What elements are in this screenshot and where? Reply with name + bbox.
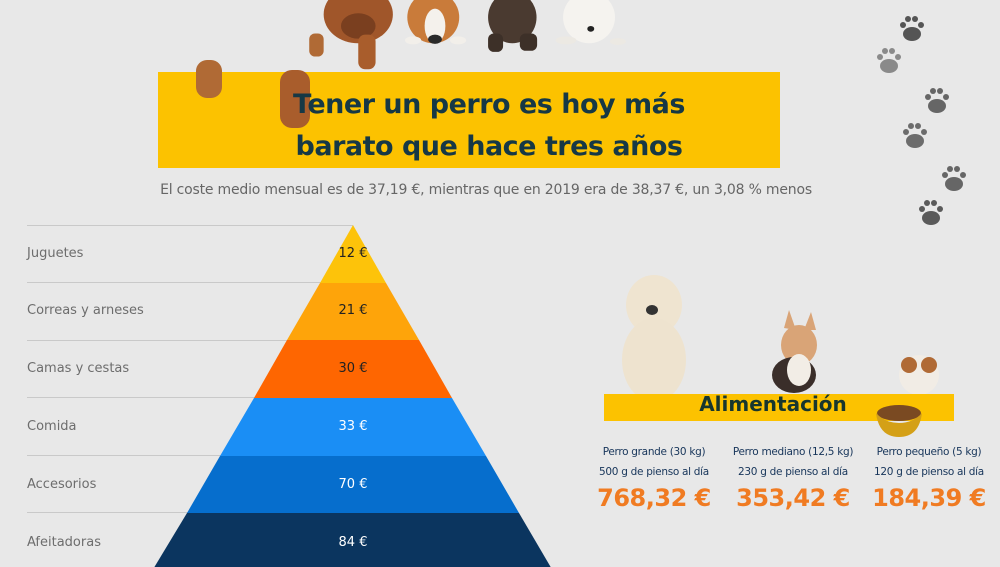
row-divider <box>27 512 195 513</box>
paw-print-icon <box>925 88 949 113</box>
row-value: 33 € <box>338 419 368 434</box>
dogs-peeking-image <box>309 0 626 70</box>
subtitle: El coste medio mensual es de 37,19 €, mi… <box>160 182 812 198</box>
row-divider <box>27 282 323 283</box>
food-price: 184,39 € <box>872 484 986 512</box>
title-banner <box>158 72 780 168</box>
pyramid-segment-juguetes <box>320 225 386 283</box>
food-bowl-icon <box>876 405 922 437</box>
paw-print-icon <box>903 123 927 148</box>
paw-print-icon <box>942 166 966 191</box>
paw-print-icon <box>877 48 901 73</box>
dog-size-label: Perro pequeño (5 kg) <box>876 446 982 458</box>
row-divider <box>27 340 291 341</box>
row-label: Camas y cestas <box>27 361 130 376</box>
pyramid-segment-camas <box>254 340 452 398</box>
row-label: Afeitadoras <box>27 535 101 550</box>
pyramid-segment-accesorios <box>187 456 519 513</box>
paw-print-icon <box>919 200 943 225</box>
row-label: Accesorios <box>27 477 97 492</box>
row-value: 21 € <box>338 303 368 318</box>
food-amount: 230 g de pienso al día <box>738 466 848 478</box>
dog-paw-image <box>196 60 310 128</box>
food-price: 353,42 € <box>736 484 850 512</box>
row-divider <box>27 397 259 398</box>
food-column-large: Perro grande (30 kg) 500 g de pienso al … <box>584 446 724 512</box>
row-value: 70 € <box>338 477 368 492</box>
food-amount: 120 g de pienso al día <box>874 466 984 478</box>
paw-print-icon <box>900 16 924 41</box>
food-column-medium: Perro mediano (12,5 kg) 230 g de pienso … <box>723 446 863 512</box>
dog-size-label: Perro mediano (12,5 kg) <box>732 446 854 458</box>
food-column-small: Perro pequeño (5 kg) 120 g de pienso al … <box>859 446 999 512</box>
row-label: Correas y arneses <box>27 303 144 318</box>
pyramid-segment-correas <box>287 283 419 340</box>
row-label: Comida <box>27 419 77 434</box>
page-title: Tener un perro es hoy más barato que hac… <box>158 84 780 168</box>
row-divider <box>27 225 353 226</box>
row-value: 12 € <box>338 246 368 261</box>
food-price: 768,32 € <box>597 484 711 512</box>
row-value: 84 € <box>338 535 368 550</box>
row-label: Juguetes <box>27 246 84 261</box>
title-line-2: barato que hace tres años <box>295 131 683 162</box>
pyramid-segment-afeitadoras <box>154 513 551 567</box>
row-divider <box>27 455 227 456</box>
dog-size-label: Perro grande (30 kg) <box>602 446 706 458</box>
title-line-1: Tener un perro es hoy más <box>293 89 685 120</box>
pyramid-segment-comida <box>220 398 486 456</box>
row-value: 30 € <box>338 361 368 376</box>
alimentacion-title: Alimentación <box>699 392 847 416</box>
dogs-alimentacion-image <box>622 275 939 402</box>
food-amount: 500 g de pienso al día <box>599 466 709 478</box>
